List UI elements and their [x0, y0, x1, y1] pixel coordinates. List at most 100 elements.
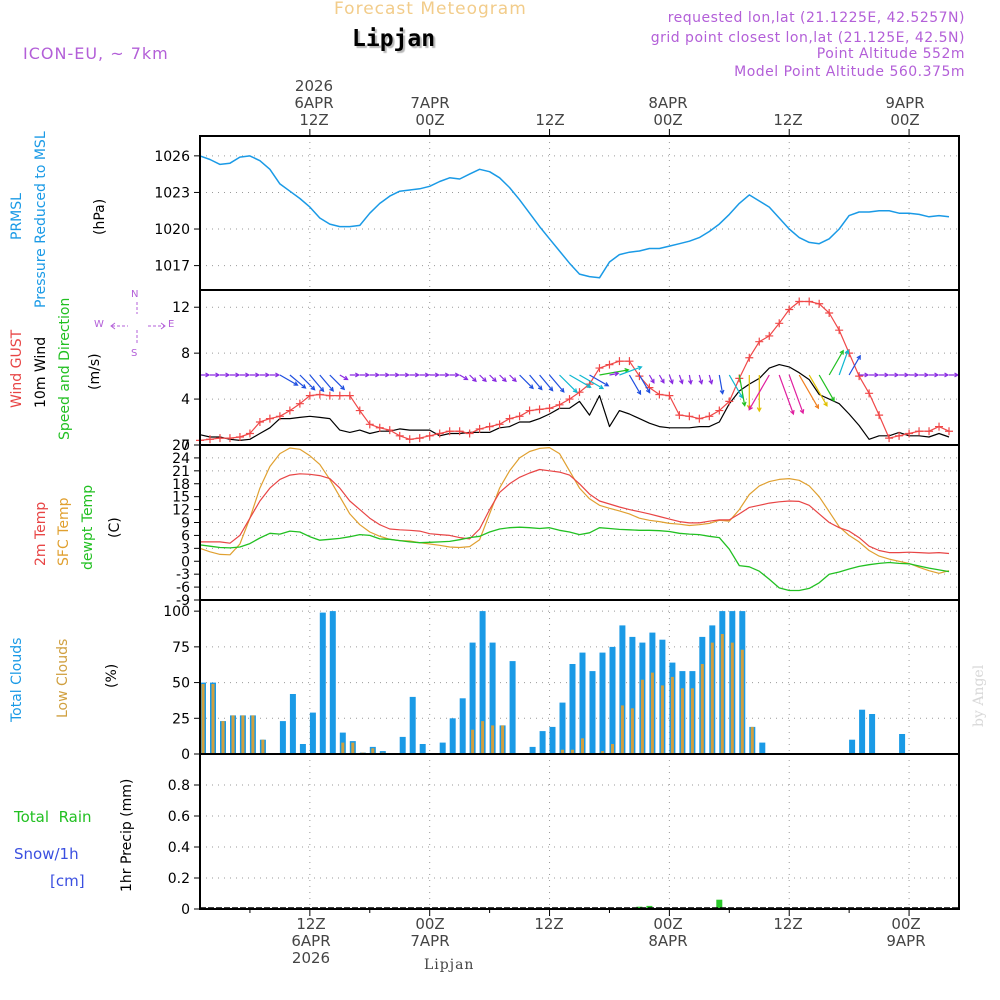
wind-arrow [648, 374, 655, 384]
wind-arrow [668, 374, 674, 385]
wind-arrow [479, 374, 487, 383]
total-cloud-bar [319, 612, 326, 754]
wind-arrow [718, 374, 725, 395]
low-cloud-bar [201, 684, 205, 754]
gust-marker [405, 435, 414, 444]
temp-unit: (C) [107, 517, 123, 538]
low-cloud-bar [690, 688, 694, 754]
wind-arrow [579, 374, 605, 390]
wind-arrow [879, 372, 890, 378]
gust-marker [795, 297, 804, 306]
low-cloud-bar [720, 634, 724, 754]
gust-marker [515, 412, 524, 421]
y-tick-label: 3 [181, 541, 190, 557]
low-cloud-bar [650, 672, 654, 754]
gust-marker [925, 427, 934, 436]
wind-arrow [210, 372, 221, 378]
pressure-unit: (hPa) [92, 198, 108, 235]
y-tick-label: 0.4 [168, 840, 190, 856]
low-cloud-bar [710, 642, 714, 754]
gust-marker [555, 400, 564, 409]
wind-arrow [929, 372, 940, 378]
low-cloud-bar [371, 748, 375, 754]
gust-marker [475, 424, 484, 433]
y-tick-label: 0 [181, 554, 190, 570]
panel-frame [199, 444, 960, 601]
wind-arrow [859, 372, 870, 378]
wind-arrow [319, 374, 335, 392]
y-tick-label: -6 [176, 580, 190, 596]
wind-arrow [449, 372, 460, 378]
wind-arrow [798, 374, 820, 410]
gust-marker [865, 389, 874, 398]
wind-arrow [489, 374, 497, 383]
gust-marker [895, 431, 904, 440]
wind-arrow [708, 374, 714, 385]
gust-marker [255, 418, 264, 427]
compass-east: E [168, 319, 175, 330]
low-cloud-bar [261, 739, 265, 754]
total-cloud-bar [399, 736, 406, 754]
gust-marker [905, 429, 914, 438]
wind-arrow [499, 374, 507, 383]
low-cloud-bar [581, 738, 584, 754]
y-tick-label: 100 [163, 604, 190, 620]
total-cloud-bar [469, 642, 476, 754]
wind-arrow [889, 372, 900, 378]
bottom-date-label-7apr00z: 00Z 7APR [410, 915, 450, 950]
y-tick-label: 8 [181, 346, 190, 362]
requested-coords: requested lon,lat (21.1225E, 42.5257N) [667, 10, 965, 26]
y-tick-label: 6 [181, 528, 190, 544]
temp-2m-line [200, 468, 950, 555]
sfc-temp-line [199, 447, 950, 574]
gust-marker [805, 297, 814, 306]
gust-marker [775, 319, 784, 328]
credit-watermark: by Angel [971, 664, 987, 727]
y-tick-label: 0 [181, 438, 190, 454]
bottom-date-label-9apr00z: 00Z 9APR [886, 915, 926, 950]
low-cloud-bar [241, 715, 245, 754]
clouds-unit: (%) [104, 663, 120, 688]
low-cloud-bar [341, 742, 345, 754]
wind-arrow [200, 372, 211, 378]
low-cloud-bar [670, 676, 674, 754]
gust-marker [605, 360, 614, 369]
wind-arrow [746, 375, 752, 411]
wind-arrow [329, 374, 346, 391]
wind-arrow [738, 374, 747, 407]
bottom-date-label-6apr12z: 12Z 6APR 2026 [291, 915, 331, 967]
gust-marker [675, 411, 684, 420]
wind-arrow [409, 372, 420, 378]
low-cloud-bar [750, 726, 754, 754]
total-cloud-bar [449, 718, 456, 754]
total-cloud-bar [439, 742, 446, 754]
gust-marker [505, 414, 514, 423]
gust-marker [305, 391, 314, 400]
wind-arrow [559, 374, 578, 394]
wind-arrow [778, 374, 795, 416]
gust-marker [705, 412, 714, 421]
total-cloud-bar [579, 652, 586, 754]
low-cloud-bar [491, 725, 495, 754]
grid-point-coords: grid point closest lon,lat (21.125E, 42.… [650, 30, 965, 46]
wind-10m-label: 10m Wind [33, 336, 49, 408]
wind-arrow [919, 372, 930, 378]
prmsl-label: PRMSL [9, 193, 25, 240]
gust-marker [685, 412, 694, 421]
wind-arrow [249, 372, 261, 378]
low-cloud-bar [740, 649, 744, 754]
y-tick-label: 1026 [154, 149, 190, 165]
wind-arrow [259, 372, 271, 378]
total-cloud-bar [379, 751, 386, 754]
wind-arrow [619, 365, 643, 376]
gust-marker [755, 337, 764, 346]
total-cloud-bar [849, 739, 856, 754]
low-cloud-bar [561, 749, 564, 754]
wind-arrow [818, 374, 835, 402]
y-tick-label: 1017 [154, 259, 190, 275]
gust-marker [535, 405, 544, 414]
model-point-altitude: Model Point Altitude 560.375m [734, 64, 965, 80]
wind-arrow [539, 374, 554, 392]
total-cloud-bar [329, 611, 336, 754]
wind-arrow [788, 374, 805, 415]
